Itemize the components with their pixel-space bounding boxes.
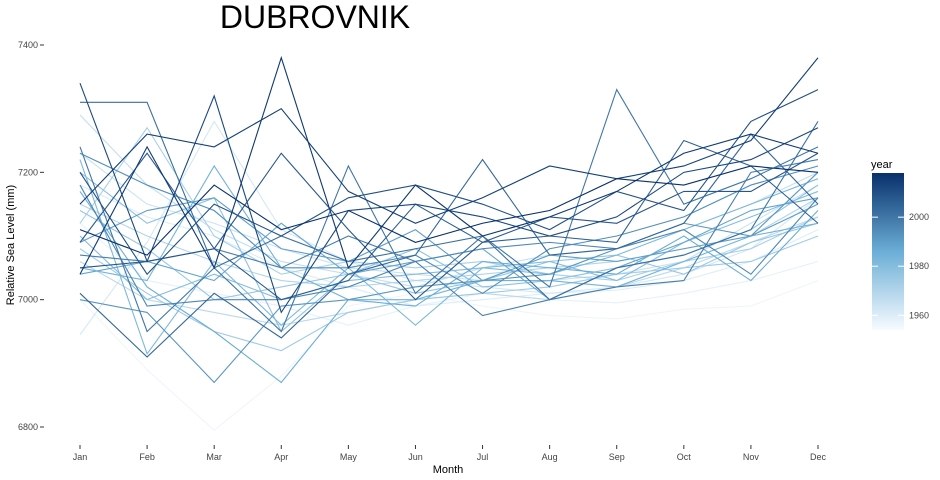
series-line-2000	[79, 88, 819, 333]
x-tick-label-jun: Jun	[408, 452, 423, 462]
x-axis: Jan Feb Mar Apr May Jun Jul Aug Sep Oct Nov Dec	[73, 445, 827, 462]
y-axis-title: Relative Sea Level (mm)	[5, 185, 17, 305]
legend-tick-label: 2000	[909, 212, 929, 222]
x-tick-label-jan: Jan	[73, 452, 88, 462]
series-line-1992	[79, 171, 819, 384]
x-tick-label-nov: Nov	[743, 452, 760, 462]
x-axis-title: Month	[433, 464, 464, 476]
legend-colorbar	[872, 173, 904, 330]
series-line-2016	[79, 55, 819, 275]
series-line-2010	[79, 89, 819, 276]
series-lines	[79, 55, 819, 431]
x-tick-label-dec: Dec	[810, 452, 827, 462]
series-line-2004	[79, 133, 819, 358]
x-tick-label-jul: Jul	[477, 452, 489, 462]
series-line-1972	[79, 126, 819, 282]
y-tick-label: 7000	[18, 295, 38, 305]
series-line-1996	[79, 184, 819, 307]
x-tick-label-may: May	[340, 452, 358, 462]
x-tick-label-sep: Sep	[609, 452, 625, 462]
legend-ticks: 1960 1980 2000	[872, 212, 929, 320]
x-tick-label-feb: Feb	[139, 452, 155, 462]
series-line-1966	[79, 114, 819, 288]
series-line-1976	[79, 210, 819, 301]
legend-tick-label: 1960	[909, 310, 929, 320]
series-line-1994	[79, 152, 819, 294]
series-line-1964	[79, 152, 819, 282]
legend-tick-label: 1980	[909, 261, 929, 271]
series-line-2008	[79, 152, 819, 301]
y-axis: 6800 7000 7200 7400	[18, 40, 44, 432]
x-tick-label-apr: Apr	[274, 452, 288, 462]
color-legend: year 1960 1980 2000	[871, 159, 929, 330]
series-line-2006	[79, 139, 819, 301]
series-line-2018	[79, 165, 819, 256]
x-tick-label-mar: Mar	[206, 452, 222, 462]
x-tick-label-aug: Aug	[542, 452, 558, 462]
y-tick-label: 6800	[18, 422, 38, 432]
series-line-2002	[80, 101, 819, 301]
series-line-1984	[79, 164, 819, 301]
y-tick-label: 7200	[18, 167, 38, 177]
series-line-1998	[79, 159, 819, 317]
chart-title: DUBROVNIK	[220, 0, 410, 35]
legend-title: year	[871, 159, 893, 171]
y-tick-label: 7400	[18, 40, 38, 50]
x-tick-label-oct: Oct	[677, 452, 692, 462]
